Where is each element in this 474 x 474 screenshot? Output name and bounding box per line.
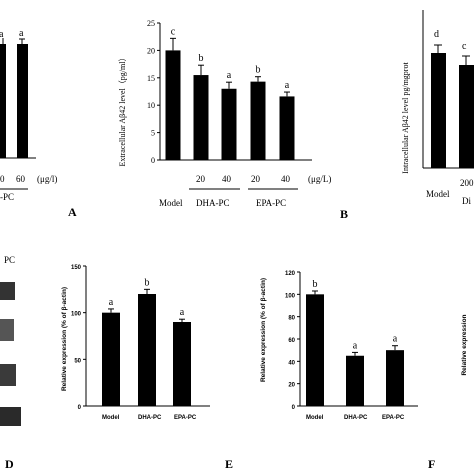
panel-c-sig-1: d <box>434 29 439 40</box>
panel-b-sig-letter-2: a <box>227 70 232 81</box>
panel-f-ytick-label-4: 80 <box>288 316 295 322</box>
panel-f-ytick-label-0: 0 <box>292 405 296 411</box>
panel-b-sig-letter-0: c <box>171 26 176 37</box>
panel-f-ytick-label-3: 60 <box>288 338 295 344</box>
panel-d-letter: D <box>5 457 14 471</box>
panel-d: PC D <box>0 255 21 471</box>
panel-a-unit: (μg/l) <box>37 174 57 184</box>
panel-e-cat-dha: DHA-PC <box>138 415 162 421</box>
panel-b-unit: (μg/L) <box>308 174 331 184</box>
panel-d-header: PC <box>4 255 15 265</box>
panel-b-ytick-label-5: 25 <box>147 19 155 28</box>
panel-e-bar-2 <box>173 322 191 406</box>
panel-b-bar-2 <box>221 88 237 160</box>
blot-band-4 <box>0 407 21 426</box>
panel-a-tick-label-2: 60 <box>16 174 26 184</box>
panel-a: a a 0 60 (μg/l) -PC A <box>0 28 77 219</box>
panel-e-ytick-label-2: 100 <box>71 312 82 318</box>
panel-f-sig-letter-1: a <box>353 340 358 351</box>
panel-b-cat-epa-40: 40 <box>281 174 291 184</box>
panel-c-cat-200: 200 <box>460 178 474 188</box>
panel-e-ytick-label-1: 50 <box>74 358 81 364</box>
panel-b: Extracellular Aβ42 level（pg/ml） 0 5 10 15 20… <box>118 19 348 221</box>
panel-b-cat-epa-20: 20 <box>251 174 261 184</box>
panel-f-ylabel: Relative expression (% of β-actin) <box>260 278 267 382</box>
panel-c-cat-model: Model <box>426 189 450 199</box>
panel-c-group: Di <box>462 196 471 206</box>
panel-f-ytick-label-6: 120 <box>285 271 296 277</box>
panel-f-cat-dha: DHA-PC <box>344 415 368 421</box>
panel-e-sig-letter-2: a <box>180 307 185 318</box>
panel-b-sig-letter-3: b <box>256 65 261 76</box>
panel-e-bars: a b a <box>102 277 191 406</box>
panel-e-ylabel-line: Relative expression (% of β-actin) <box>61 287 68 391</box>
panel-e: Relative expression (% of β-actin) 0 50 10… <box>61 265 233 471</box>
panel-e-cat-epa: EPA-PC <box>174 415 197 421</box>
panel-b-ytick-label-1: 5 <box>151 129 155 138</box>
panel-f-bars: b a a <box>306 279 404 406</box>
panel-f-bar-0 <box>306 294 324 406</box>
panel-b-sig-letter-4: a <box>285 80 290 91</box>
panel-a-letter-1: a <box>0 29 4 40</box>
panel-e-letter: E <box>225 457 233 471</box>
panel-b-y-ticks: 0 5 10 15 20 25 <box>147 19 160 165</box>
panel-f: Relative expression (% of β-actin) 0 20 40… <box>260 271 435 471</box>
panel-e-sig-letter-1: b <box>145 277 150 288</box>
panel-b-cat-model: Model <box>159 198 183 208</box>
panel-a-letter-2: a <box>19 28 24 39</box>
panel-a-bar-2 <box>17 44 28 158</box>
panel-e-sig-letter-0: a <box>109 297 114 308</box>
panel-f-bar-2 <box>386 350 404 406</box>
panel-f-bar-1 <box>346 355 364 406</box>
panel-a-tick-label-1: 0 <box>0 174 5 184</box>
panel-c: Intracellular Aβ42 level pg/mgprot d c M… <box>401 10 474 206</box>
blot-band-1 <box>0 282 15 300</box>
panel-c-sig-2: c <box>462 41 467 52</box>
panel-e-ylabel: Relative expression (% of β-actin) <box>61 287 68 391</box>
panel-b-letter: B <box>340 207 348 221</box>
panel-f-sig-letter-2: a <box>393 334 398 345</box>
panel-e-bar-0 <box>102 312 120 406</box>
panel-b-sig-letter-1: b <box>199 53 204 64</box>
panel-b-cat-dha-40: 40 <box>222 174 232 184</box>
panel-b-bars: c b a b a <box>165 26 295 160</box>
panel-b-ytick-label-2: 10 <box>147 101 155 110</box>
panel-e-bar-1 <box>138 294 156 406</box>
panel-b-group-epa: EPA-PC <box>256 198 286 208</box>
panel-e-ytick-label-3: 150 <box>71 265 82 271</box>
panel-b-bar-0 <box>165 50 181 160</box>
panel-b-ytick-label-3: 15 <box>147 74 155 83</box>
panel-b-bar-1 <box>193 75 209 160</box>
panel-a-group-label: -PC <box>0 192 14 202</box>
panel-b-bar-4 <box>279 96 295 160</box>
panel-f-ytick-label-1: 20 <box>288 383 295 389</box>
panel-f-cat-epa: EPA-PC <box>382 415 405 421</box>
panel-f-sig-letter-0: b <box>313 279 318 290</box>
panel-b-bar-3 <box>250 81 266 160</box>
panel-f-ytick-label-5: 100 <box>285 293 296 299</box>
panel-a-bar-1 <box>0 44 6 158</box>
panel-f-ytick-label-2: 40 <box>288 360 295 366</box>
panel-b-ytick-label-0: 0 <box>151 156 155 165</box>
panel-e-y-ticks: 0 50 100 150 <box>71 265 86 411</box>
panel-e-cat-model: Model <box>102 415 120 421</box>
panel-e-ytick-label-0: 0 <box>78 405 82 411</box>
panel-c-bar-1 <box>431 53 446 168</box>
blot-band-3 <box>0 364 16 386</box>
panel-b-ytick-label-4: 20 <box>147 46 155 55</box>
panel-a-letter: A <box>68 205 77 219</box>
panel-b-group-dha: DHA-PC <box>196 198 230 208</box>
panel-f-y-ticks: 0 20 40 60 80 100 120 <box>285 271 300 411</box>
panel-c-bar-2 <box>459 65 474 168</box>
panel-b-ylabel: Extracellular Aβ42 level（pg/ml） <box>118 54 127 167</box>
panel-c-ylabel: Intracellular Aβ42 level pg/mgprot <box>401 62 410 174</box>
blot-band-2 <box>0 319 14 341</box>
panel-b-cat-dha-20: 20 <box>196 174 206 184</box>
panel-g-ylabel: Relative expression <box>461 314 468 375</box>
panel-f-cat-model: Model <box>306 415 324 421</box>
panel-f-letter: F <box>428 457 435 471</box>
panel-g: Relative expression <box>461 314 468 375</box>
